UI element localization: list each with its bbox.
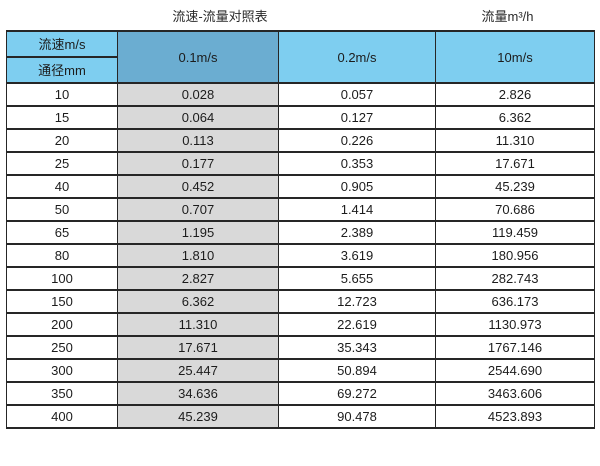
flow-value-cell: 1130.973 [435, 312, 595, 337]
diameter-cell: 400 [6, 404, 118, 429]
flow-value-cell: 11.310 [117, 312, 279, 337]
table-row: 100 2.827 5.655 282.743 [6, 266, 595, 291]
flow-value-cell: 119.459 [435, 220, 595, 245]
flow-value-cell: 50.894 [278, 358, 436, 383]
table-row: 40 0.452 0.905 45.239 [6, 174, 595, 199]
table-row: 65 1.195 2.389 119.459 [6, 220, 595, 245]
header-row-top: 流速m/s 0.1m/s 0.2m/s 10m/s [6, 30, 595, 84]
flow-value-cell: 1.195 [117, 220, 279, 245]
diameter-cell: 100 [6, 266, 118, 291]
velocity-header-10: 10m/s [435, 30, 595, 84]
flow-value-cell: 0.905 [278, 174, 436, 199]
flow-value-cell: 34.636 [117, 381, 279, 406]
flow-value-cell: 6.362 [117, 289, 279, 314]
flow-value-cell: 0.707 [117, 197, 279, 222]
flow-value-cell: 90.478 [278, 404, 436, 429]
flow-value-cell: 25.447 [117, 358, 279, 383]
table-row: 150 6.362 12.723 636.173 [6, 289, 595, 314]
diameter-cell: 350 [6, 381, 118, 406]
diameter-cell: 65 [6, 220, 118, 245]
diameter-cell: 50 [6, 197, 118, 222]
flow-value-cell: 11.310 [435, 128, 595, 153]
table-row: 25 0.177 0.353 17.671 [6, 151, 595, 176]
flow-value-cell: 3.619 [278, 243, 436, 268]
table-row: 300 25.447 50.894 2544.690 [6, 358, 595, 383]
flow-value-cell: 2.826 [435, 82, 595, 107]
diameter-cell: 150 [6, 289, 118, 314]
flow-value-cell: 282.743 [435, 266, 595, 291]
diameter-cell: 25 [6, 151, 118, 176]
diameter-cell: 300 [6, 358, 118, 383]
table-row: 80 1.810 3.619 180.956 [6, 243, 595, 268]
flow-value-cell: 1.414 [278, 197, 436, 222]
diameter-cell: 10 [6, 82, 118, 107]
flow-value-cell: 0.028 [117, 82, 279, 107]
flow-value-cell: 180.956 [435, 243, 595, 268]
flow-value-cell: 3463.606 [435, 381, 595, 406]
corner-velocity-label: 流速m/s [6, 30, 118, 58]
flow-value-cell: 17.671 [117, 335, 279, 360]
diameter-cell: 80 [6, 243, 118, 268]
flow-value-cell: 0.452 [117, 174, 279, 199]
flow-rate-table: 流速m/s 0.1m/s 0.2m/s 10m/s 通径mm 10 0.028 0.… [6, 30, 595, 429]
table-row: 15 0.064 0.127 6.362 [6, 105, 595, 130]
flow-value-cell: 70.686 [435, 197, 595, 222]
flow-value-cell: 0.177 [117, 151, 279, 176]
table-title: 流速-流量对照表 [172, 9, 268, 24]
flow-value-cell: 6.362 [435, 105, 595, 130]
flow-value-cell: 0.113 [117, 128, 279, 153]
velocity-header-0.2: 0.2m/s [278, 30, 436, 84]
flow-value-cell: 17.671 [435, 151, 595, 176]
diameter-cell: 40 [6, 174, 118, 199]
flow-value-cell: 35.343 [278, 335, 436, 360]
table-row: 10 0.028 0.057 2.826 [6, 82, 595, 107]
table-row: 50 0.707 1.414 70.686 [6, 197, 595, 222]
flow-value-cell: 0.226 [278, 128, 436, 153]
diameter-cell: 250 [6, 335, 118, 360]
flow-value-cell: 1.810 [117, 243, 279, 268]
diameter-cell: 15 [6, 105, 118, 130]
diameter-cell: 20 [6, 128, 118, 153]
table-body: 10 0.028 0.057 2.826 15 0.064 0.127 6.362 20 0.11… [6, 82, 595, 429]
table-row: 200 11.310 22.619 1130.973 [6, 312, 595, 337]
flow-value-cell: 12.723 [278, 289, 436, 314]
flow-value-cell: 69.272 [278, 381, 436, 406]
table-row: 250 17.671 35.343 1767.146 [6, 335, 595, 360]
flow-value-cell: 2544.690 [435, 358, 595, 383]
flow-value-cell: 4523.893 [435, 404, 595, 429]
flow-value-cell: 636.173 [435, 289, 595, 314]
flow-value-cell: 0.127 [278, 105, 436, 130]
flow-value-cell: 2.827 [117, 266, 279, 291]
flow-value-cell: 45.239 [435, 174, 595, 199]
diameter-cell: 200 [6, 312, 118, 337]
velocity-header-0.1: 0.1m/s [117, 30, 279, 84]
flow-value-cell: 2.389 [278, 220, 436, 245]
flow-value-cell: 5.655 [278, 266, 436, 291]
title-bar: 流速-流量对照表 流量m³/h [0, 0, 600, 30]
flow-value-cell: 0.353 [278, 151, 436, 176]
table-row: 350 34.636 69.272 3463.606 [6, 381, 595, 406]
header-row-bottom: 通径mm [6, 56, 595, 84]
table-header: 流速m/s 0.1m/s 0.2m/s 10m/s 通径mm [6, 30, 595, 84]
corner-diameter-label: 通径mm [6, 56, 118, 84]
flow-value-cell: 1767.146 [435, 335, 595, 360]
flow-value-cell: 0.064 [117, 105, 279, 130]
table-row: 20 0.113 0.226 11.310 [6, 128, 595, 153]
flow-value-cell: 0.057 [278, 82, 436, 107]
flow-unit-title: 流量m³/h [481, 9, 534, 24]
flow-value-cell: 45.239 [117, 404, 279, 429]
table-row: 400 45.239 90.478 4523.893 [6, 404, 595, 429]
flow-value-cell: 22.619 [278, 312, 436, 337]
